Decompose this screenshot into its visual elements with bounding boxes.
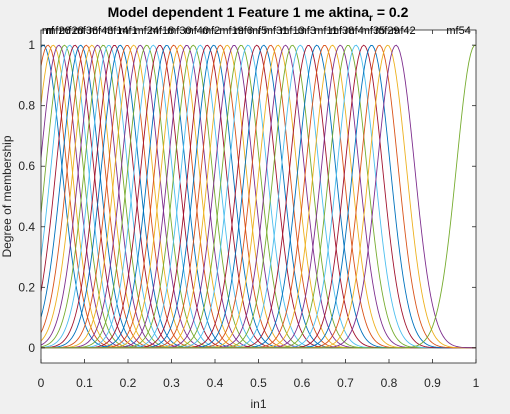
x-tick-label: 0 bbox=[38, 376, 45, 390]
chart-title: Model dependent 1 Feature 1 me aktinar =… bbox=[108, 4, 409, 24]
x-tick-label: 0.8 bbox=[381, 376, 398, 390]
mf-label: mf38 bbox=[330, 25, 354, 37]
x-tick-label: 0.3 bbox=[163, 376, 180, 390]
mf-label: mf42 bbox=[391, 25, 415, 37]
x-axis-label: in1 bbox=[250, 397, 266, 411]
membership-curves bbox=[41, 44, 476, 349]
x-tick-label: 0.6 bbox=[294, 376, 311, 390]
mf-label: mf40 bbox=[185, 25, 209, 37]
mf-label: mf31 bbox=[264, 25, 288, 37]
x-tick-label: 0.9 bbox=[424, 376, 441, 390]
x-tick-label: 0.2 bbox=[120, 376, 137, 390]
y-tick-label: 0.6 bbox=[18, 159, 35, 173]
mf-label: mf43 bbox=[89, 25, 113, 37]
title-suffix: = 0.2 bbox=[373, 4, 409, 20]
y-tick-label: 0.2 bbox=[18, 280, 35, 294]
mf-label: mf6 bbox=[235, 25, 253, 37]
x-tick-label: 0.5 bbox=[250, 376, 267, 390]
x-tick-label: 0.1 bbox=[76, 376, 93, 390]
mf-label: mf26 bbox=[46, 25, 70, 37]
mf-label: mf19 bbox=[219, 25, 243, 37]
mf-label: mf1 bbox=[119, 25, 137, 37]
mf-label: mf4 bbox=[346, 25, 364, 37]
mf-label: mf18 bbox=[150, 25, 174, 37]
axes: 0 0.1 0.2 0.3 0.4 0.5 0.6 0.7 0.8 0.9 1 0 0.2 0.4 0.6 0… bbox=[18, 29, 480, 390]
y-tick-label: 0.8 bbox=[18, 99, 35, 113]
mf-label: mf3 bbox=[298, 25, 316, 37]
mf-label: mf24 bbox=[135, 25, 159, 37]
mf-label: mf14 bbox=[104, 25, 128, 37]
mf-label: mf29 bbox=[375, 25, 399, 37]
mf-label: mf11 bbox=[314, 25, 338, 37]
y-tick-label: 1 bbox=[28, 38, 35, 52]
mf-labels: mfmf26mf28mf36mf43mf14mf1mf24mf18mf30mf4… bbox=[42, 25, 471, 37]
mf-label-last: mf54 bbox=[446, 25, 470, 37]
y-tick-label: 0.4 bbox=[18, 220, 35, 234]
x-tick-label: 0.7 bbox=[337, 376, 354, 390]
mf-label: mf2 bbox=[202, 25, 220, 37]
x-tick-label: 0.4 bbox=[207, 376, 224, 390]
title-subscript: r bbox=[369, 13, 373, 24]
mf-label: mf28 bbox=[59, 25, 83, 37]
y-axis-label: Degree of membership bbox=[0, 135, 14, 257]
mf-label: mf bbox=[42, 25, 55, 37]
mf-label: mf30 bbox=[167, 25, 191, 37]
y-tick-label: 0 bbox=[28, 341, 35, 355]
title-main: Model dependent 1 Feature 1 me aktina bbox=[108, 4, 370, 20]
x-tick-label: 1 bbox=[473, 376, 480, 390]
mf-label: mf13 bbox=[280, 25, 304, 37]
mf-label: mf35 bbox=[361, 25, 385, 37]
mf-label: mf36 bbox=[74, 25, 98, 37]
membership-curve-mf54 bbox=[41, 45, 476, 349]
